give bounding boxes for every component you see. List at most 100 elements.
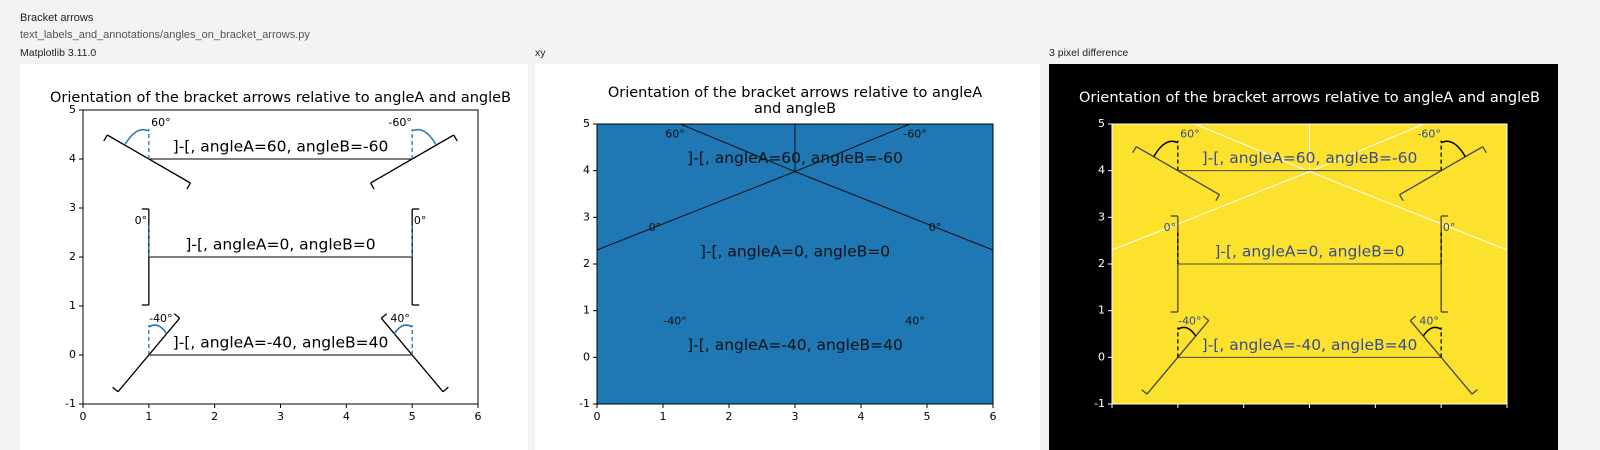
- panel-label: 3 pixel difference: [1049, 47, 1129, 59]
- bracket: [1399, 146, 1484, 196]
- angle-label: 40°: [390, 312, 410, 325]
- angle-label: -40°: [149, 312, 172, 325]
- bracket-hook: [442, 386, 449, 393]
- angle-label: 60°: [1180, 128, 1200, 141]
- x-tick-label: 0: [80, 410, 87, 423]
- x-tick-label: 3: [1306, 410, 1313, 423]
- guide-line: [1111, 171, 1310, 251]
- plot: 0 1 2 3 4 5 6 -1 0 1 2 3 4 5 60° -60°]-[, angleA=60, an…: [1094, 117, 1511, 423]
- plot-title: Orientation of the bracket arrows relati…: [50, 90, 511, 106]
- y-tick-label: 2: [583, 257, 590, 270]
- angle-label: -40°: [663, 314, 686, 327]
- x-tick-label: 4: [858, 410, 865, 423]
- y-tick-label: 5: [1098, 117, 1105, 130]
- y-tick-label: 1: [1098, 304, 1105, 317]
- x-tick-label: 1: [145, 410, 152, 423]
- bracket-hook: [380, 313, 388, 319]
- x-tick-label: 1: [660, 410, 667, 423]
- angle-arc: [411, 128, 437, 146]
- x-tick-label: 2: [1240, 410, 1247, 423]
- y-tick-label: 0: [1098, 350, 1105, 363]
- bracket-hook: [1482, 146, 1487, 154]
- angle-label: 0°: [649, 221, 662, 234]
- angle-label: -60°: [1417, 128, 1440, 141]
- y-tick-label: 1: [583, 304, 590, 317]
- angle-label: 40°: [905, 314, 925, 327]
- angle-label: -40°: [1178, 314, 1201, 327]
- y-tick-label: 2: [1098, 257, 1105, 270]
- angle-arc: [1440, 140, 1466, 158]
- angle-label: -60°: [388, 116, 411, 129]
- y-tick-label: 5: [583, 117, 590, 130]
- annotation-text: ]-[, angleA=60, angleB=-60: [687, 149, 903, 167]
- panel: 0 1 2 3 4 5 6 -1 0 1 2 3 4 5 60° -60°]-[, angleA=60, an…: [535, 64, 1040, 450]
- annotation-text: ]-[, angleA=60, angleB=-60: [1202, 149, 1418, 167]
- x-tick-label: 0: [594, 410, 601, 423]
- angle-arc: [124, 128, 150, 146]
- plot-title: Orientation of the bracket arrows relati…: [1079, 90, 1540, 106]
- annotation-text: ]-[, angleA=0, angleB=0: [185, 236, 375, 254]
- panel-label: Matplotlib 3.11.0: [20, 47, 97, 59]
- bracket-hook: [173, 313, 181, 319]
- x-tick-label: 1: [1174, 410, 1181, 423]
- angle-label: 60°: [665, 128, 685, 141]
- annotation-text: ]-[, angleA=-40, angleB=40: [1202, 336, 1418, 354]
- y-tick-label: 0: [69, 348, 76, 361]
- plot: 0 1 2 3 4 5 6 -1 0 1 2 3 4 5 60° -60°]-[, angleA=60, an…: [65, 103, 481, 423]
- bracket-hook: [1202, 315, 1210, 322]
- bracket-hook: [103, 134, 108, 142]
- page-title: Bracket arrows: [20, 12, 94, 24]
- x-tick-label: 0: [1109, 410, 1116, 423]
- guide-line: [596, 171, 796, 251]
- guide-line: [1309, 123, 1425, 173]
- y-tick-label: 2: [69, 250, 76, 263]
- x-tick-label: 5: [409, 410, 416, 423]
- bracket-hook: [1215, 194, 1220, 202]
- angle-arc: [148, 324, 168, 335]
- bracket-hook: [1409, 315, 1417, 322]
- guide-line: [1309, 171, 1508, 251]
- x-tick-label: 5: [1438, 410, 1445, 423]
- y-tick-label: 1: [69, 299, 76, 312]
- angle-arc: [393, 324, 413, 335]
- x-tick-label: 2: [211, 410, 218, 423]
- annotation-text: ]-[, angleA=60, angleB=-60: [173, 138, 389, 156]
- annotation-text: ]-[, angleA=0, angleB=0: [700, 243, 890, 261]
- angle-arc: [1153, 140, 1179, 158]
- panel: 0 1 2 3 4 5 6 -1 0 1 2 3 4 5 60° -60°]-[, angleA=60, an…: [20, 64, 528, 450]
- bracket-hook: [370, 182, 375, 190]
- angle-arc: [1177, 326, 1197, 337]
- annotation-text: ]-[, angleA=-40, angleB=40: [687, 336, 903, 354]
- angle-label: 40°: [1419, 314, 1439, 327]
- angle-label: 0°: [1443, 221, 1456, 234]
- annotation-text: ]-[, angleA=0, angleB=0: [1214, 243, 1404, 261]
- y-tick-label: 3: [1098, 210, 1105, 223]
- angle-label: -60°: [903, 128, 926, 141]
- bracket-hook: [453, 134, 458, 142]
- angle-label: 0°: [135, 214, 148, 227]
- plot-title: Orientation of the bracket arrows relati…: [607, 85, 983, 117]
- annotation-text: ]-[, angleA=-40, angleB=40: [173, 334, 389, 352]
- bracket-hook: [1399, 194, 1404, 202]
- x-tick-label: 6: [1504, 410, 1511, 423]
- y-tick-label: 4: [1098, 164, 1105, 177]
- bracket-hook: [1471, 389, 1478, 395]
- y-tick-label: -1: [1094, 397, 1105, 410]
- x-tick-label: 3: [277, 410, 284, 423]
- panel: 0 1 2 3 4 5 6 -1 0 1 2 3 4 5 60° -60°]-[, angleA=60, an…: [1049, 64, 1558, 450]
- y-tick-label: 3: [69, 201, 76, 214]
- guide-line: [794, 123, 911, 173]
- guide-line: [1194, 123, 1310, 173]
- guide-line: [794, 171, 994, 251]
- y-tick-label: 4: [583, 164, 590, 177]
- angle-label: 60°: [151, 116, 171, 129]
- y-tick-label: -1: [579, 397, 590, 410]
- y-tick-label: -1: [65, 397, 76, 410]
- guide-line: [679, 123, 796, 173]
- x-tick-label: 3: [792, 410, 799, 423]
- script-path: text_labels_and_annotations/angles_on_br…: [20, 29, 310, 41]
- x-tick-label: 4: [343, 410, 350, 423]
- angle-arc: [1422, 326, 1442, 337]
- y-tick-label: 5: [69, 103, 76, 116]
